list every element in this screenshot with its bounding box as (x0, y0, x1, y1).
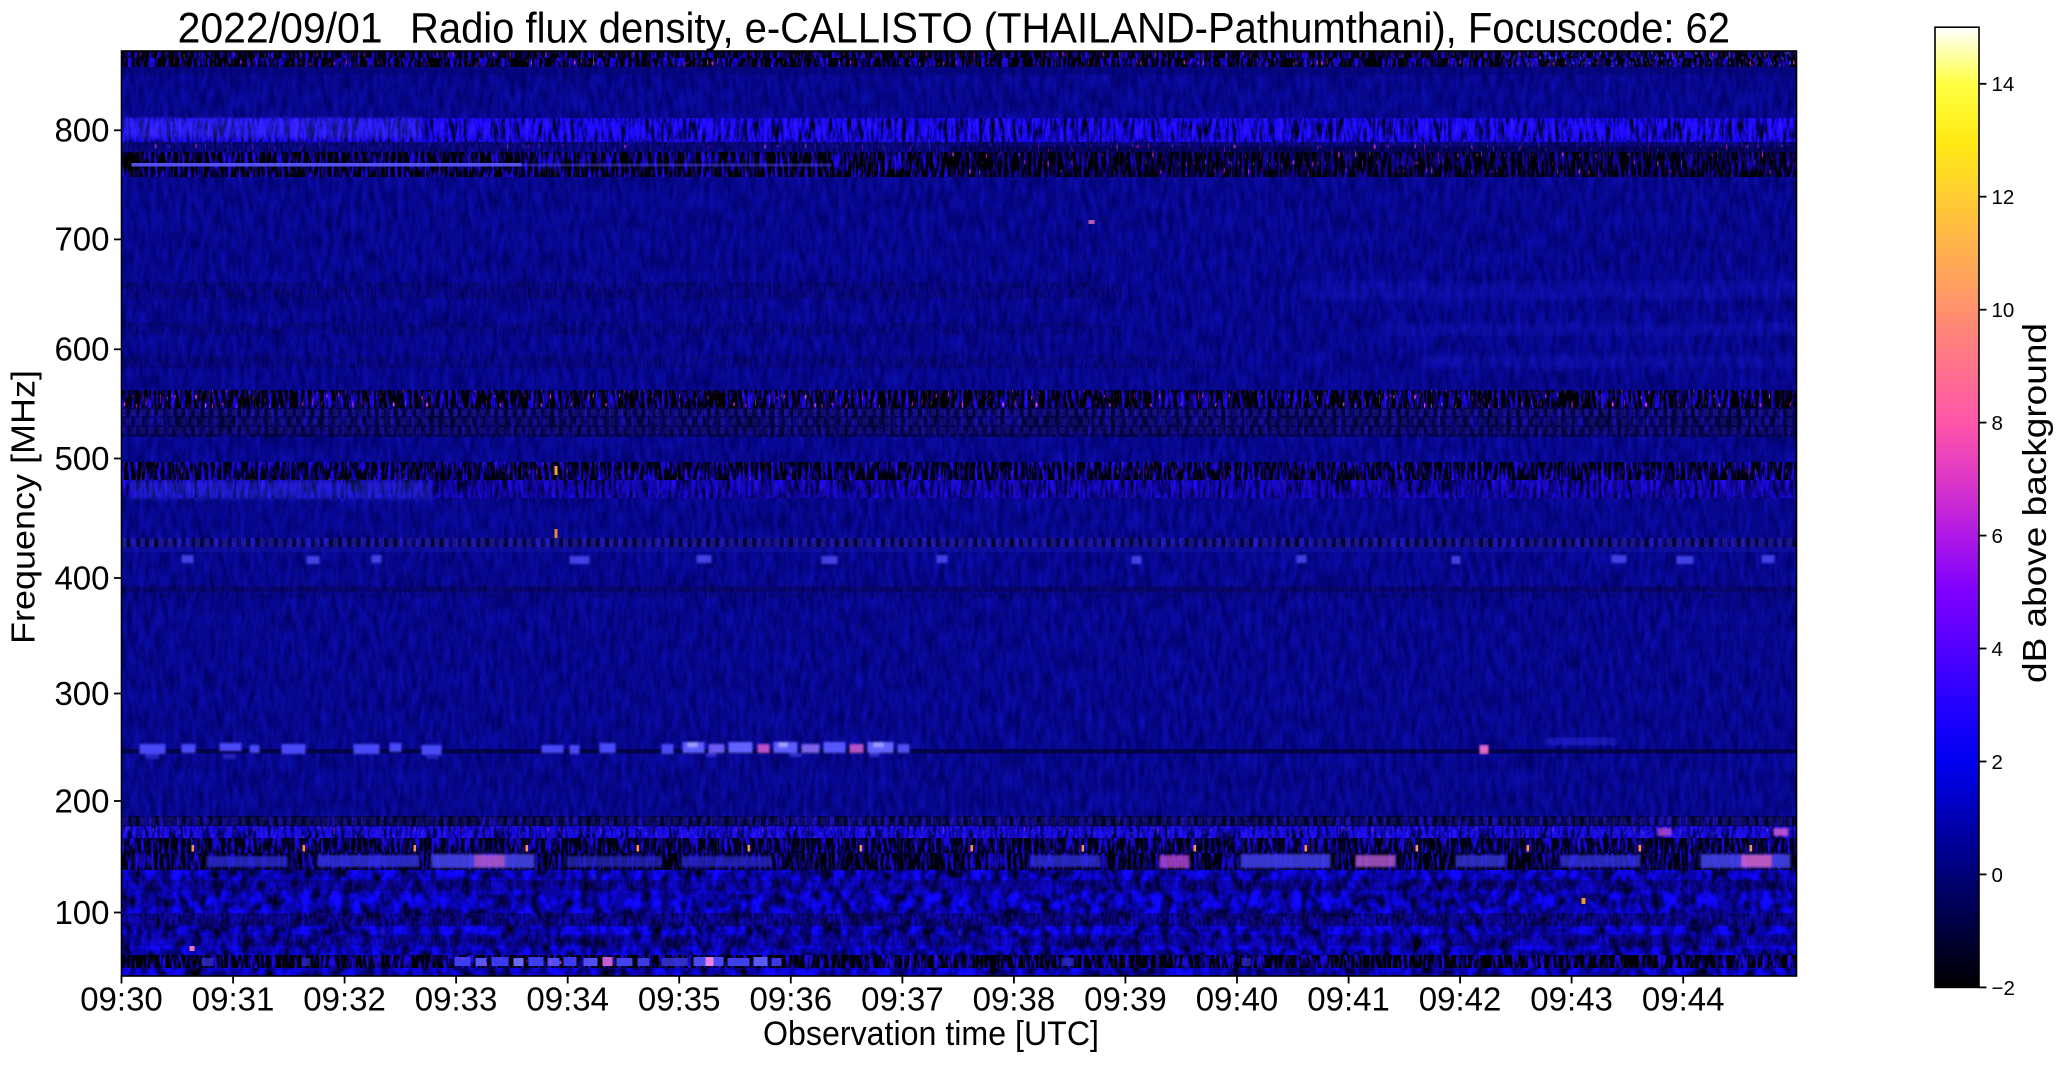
svg-text:Observation time [UTC]: Observation time [UTC] (763, 1015, 1099, 1053)
svg-text:09:33: 09:33 (415, 981, 498, 1018)
svg-text:8: 8 (1992, 412, 2003, 435)
svg-text:12: 12 (1992, 186, 2015, 209)
svg-text:09:43: 09:43 (1530, 981, 1613, 1018)
svg-text:100: 100 (54, 894, 109, 931)
svg-text:2: 2 (1992, 751, 2003, 774)
svg-text:dB above background: dB above background (2016, 323, 2053, 683)
svg-text:09:36: 09:36 (750, 981, 833, 1018)
svg-text:800: 800 (54, 112, 109, 149)
svg-text:2022/09/01: 2022/09/01 (178, 5, 383, 53)
svg-text:0: 0 (1992, 864, 2003, 887)
svg-text:6: 6 (1992, 525, 2003, 548)
svg-text:09:41: 09:41 (1307, 981, 1390, 1018)
svg-text:Radio flux density, e-CALLISTO: Radio flux density, e-CALLISTO (THAILAND… (410, 5, 1730, 53)
svg-text:09:39: 09:39 (1084, 981, 1167, 1018)
svg-text:500: 500 (54, 440, 109, 477)
svg-text:700: 700 (54, 221, 109, 258)
svg-text:4: 4 (1992, 638, 2003, 661)
svg-text:09:38: 09:38 (973, 981, 1056, 1018)
svg-text:300: 300 (54, 675, 109, 712)
svg-text:10: 10 (1992, 299, 2015, 322)
svg-text:−2: −2 (1992, 977, 2015, 1000)
svg-text:14: 14 (1992, 73, 2015, 96)
svg-text:09:31: 09:31 (192, 981, 275, 1018)
svg-text:200: 200 (54, 782, 109, 819)
svg-text:09:37: 09:37 (861, 981, 944, 1018)
svg-text:09:35: 09:35 (638, 981, 721, 1018)
svg-text:09:32: 09:32 (303, 981, 386, 1018)
svg-text:09:40: 09:40 (1196, 981, 1279, 1018)
svg-text:Frequency [MHz]: Frequency [MHz] (5, 370, 42, 644)
svg-text:09:42: 09:42 (1419, 981, 1502, 1018)
svg-text:600: 600 (54, 331, 109, 368)
svg-text:400: 400 (54, 559, 109, 596)
svg-text:09:34: 09:34 (526, 981, 609, 1018)
svg-text:09:30: 09:30 (80, 981, 163, 1018)
svg-text:09:44: 09:44 (1642, 981, 1725, 1018)
